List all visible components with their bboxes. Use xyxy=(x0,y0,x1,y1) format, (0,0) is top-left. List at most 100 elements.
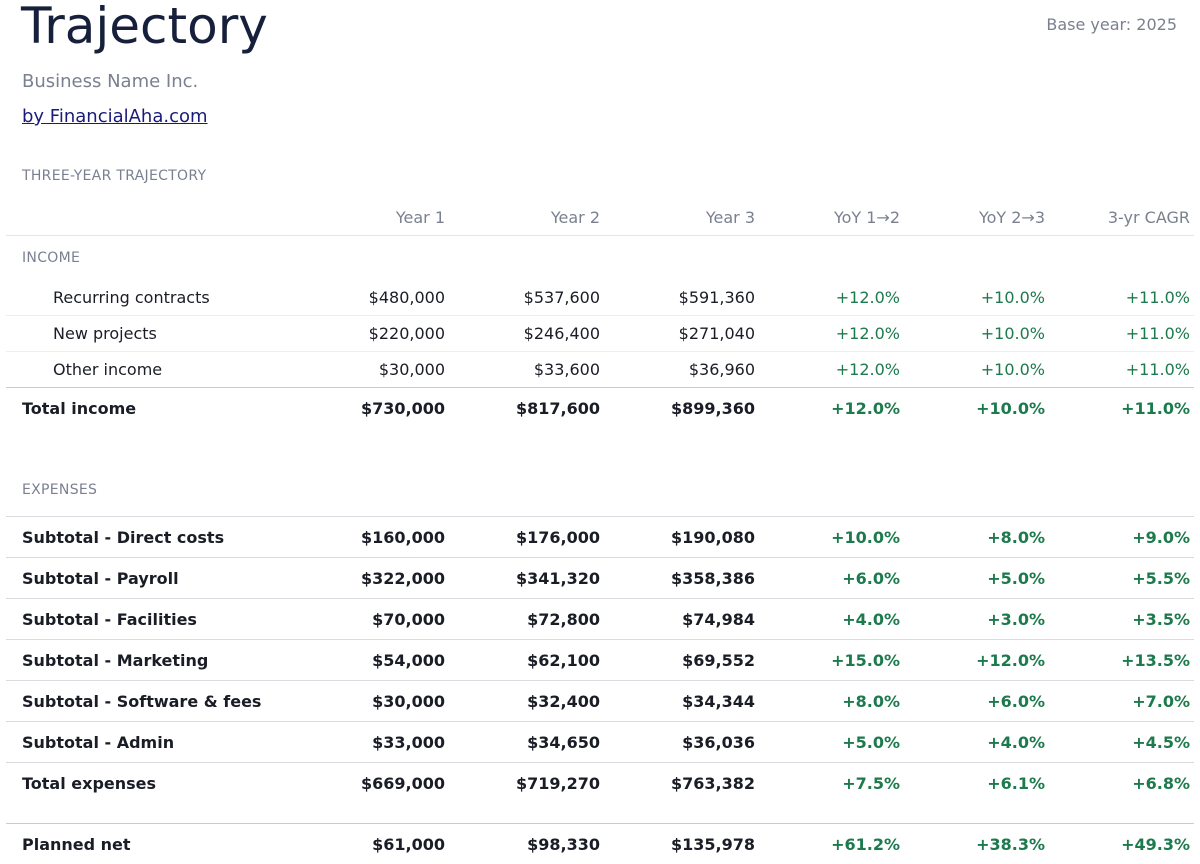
row-label: Subtotal - Software & fees xyxy=(6,681,292,722)
cell-year2: $341,320 xyxy=(449,558,604,599)
cell-year2: $537,600 xyxy=(449,280,604,316)
group-label-expenses: EXPENSES xyxy=(6,452,1194,517)
cell-cagr: +11.0% xyxy=(1049,316,1194,352)
table-row: Other income $30,000 $33,600 $36,960 +12… xyxy=(6,352,1194,388)
cell-year2: $32,400 xyxy=(449,681,604,722)
table-row: Subtotal - Payroll $322,000 $341,320 $35… xyxy=(6,558,1194,599)
row-label: Total expenses xyxy=(6,763,292,804)
cell-year1: $322,000 xyxy=(292,558,449,599)
cell-year3: $271,040 xyxy=(604,316,759,352)
cell-year3: $74,984 xyxy=(604,599,759,640)
column-header-year3: Year 3 xyxy=(604,199,759,236)
cell-yoy23: +4.0% xyxy=(904,722,1049,763)
row-label: Subtotal - Marketing xyxy=(6,640,292,681)
cell-year3: $358,386 xyxy=(604,558,759,599)
cell-year3: $69,552 xyxy=(604,640,759,681)
cell-year2: $33,600 xyxy=(449,352,604,388)
cell-cagr: +11.0% xyxy=(1049,352,1194,388)
cell-year1: $70,000 xyxy=(292,599,449,640)
cell-cagr: +11.0% xyxy=(1049,280,1194,316)
header-row: Year 1 Year 2 Year 3 YoY 1→2 YoY 2→3 3-y… xyxy=(6,199,1194,236)
cell-yoy23: +10.0% xyxy=(904,388,1049,429)
cell-cagr: +4.5% xyxy=(1049,722,1194,763)
row-label: Total income xyxy=(6,388,292,429)
cell-yoy12: +15.0% xyxy=(759,640,904,681)
row-label: Subtotal - Direct costs xyxy=(6,517,292,558)
cell-yoy23: +3.0% xyxy=(904,599,1049,640)
base-year-label: Base year: 2025 xyxy=(1046,15,1177,35)
cell-yoy12: +61.2% xyxy=(759,824,904,864)
row-label: Other income xyxy=(6,352,292,388)
spacer-row xyxy=(6,803,1194,824)
cell-year1: $160,000 xyxy=(292,517,449,558)
cell-yoy23: +8.0% xyxy=(904,517,1049,558)
cell-yoy23: +38.3% xyxy=(904,824,1049,864)
planned-net-row: Planned net $61,000 $98,330 $135,978 +61… xyxy=(6,824,1194,864)
cell-cagr: +6.8% xyxy=(1049,763,1194,804)
cell-cagr: +49.3% xyxy=(1049,824,1194,864)
cell-yoy12: +12.0% xyxy=(759,388,904,429)
cell-year2: $817,600 xyxy=(449,388,604,429)
cell-year2: $719,270 xyxy=(449,763,604,804)
cell-yoy12: +12.0% xyxy=(759,352,904,388)
cell-yoy12: +4.0% xyxy=(759,599,904,640)
column-header-year2: Year 2 xyxy=(449,199,604,236)
cell-yoy23: +12.0% xyxy=(904,640,1049,681)
column-header-label xyxy=(6,199,292,236)
cell-year3: $763,382 xyxy=(604,763,759,804)
column-header-year1: Year 1 xyxy=(292,199,449,236)
cell-year1: $33,000 xyxy=(292,722,449,763)
section-caption: THREE-YEAR TRAJECTORY xyxy=(22,167,206,185)
cell-yoy23: +10.0% xyxy=(904,352,1049,388)
cell-yoy23: +5.0% xyxy=(904,558,1049,599)
spacer-row xyxy=(6,428,1194,452)
cell-yoy12: +6.0% xyxy=(759,558,904,599)
cell-year2: $72,800 xyxy=(449,599,604,640)
total-expenses-row: Total expenses $669,000 $719,270 $763,38… xyxy=(6,763,1194,804)
cell-cagr: +9.0% xyxy=(1049,517,1194,558)
cell-year1: $30,000 xyxy=(292,681,449,722)
business-name: Business Name Inc. xyxy=(22,71,198,93)
table-row: Subtotal - Direct costs $160,000 $176,00… xyxy=(6,517,1194,558)
table-row: New projects $220,000 $246,400 $271,040 … xyxy=(6,316,1194,352)
cell-cagr: +7.0% xyxy=(1049,681,1194,722)
page-title: Trajectory xyxy=(21,0,268,54)
cell-year3: $899,360 xyxy=(604,388,759,429)
cell-yoy23: +10.0% xyxy=(904,280,1049,316)
cell-year3: $36,036 xyxy=(604,722,759,763)
cell-yoy23: +10.0% xyxy=(904,316,1049,352)
row-label: Planned net xyxy=(6,824,292,864)
cell-yoy12: +12.0% xyxy=(759,316,904,352)
cell-yoy12: +8.0% xyxy=(759,681,904,722)
group-label-income: INCOME xyxy=(6,236,1194,281)
cell-cagr: +5.5% xyxy=(1049,558,1194,599)
column-header-cagr: 3-yr CAGR xyxy=(1049,199,1194,236)
cell-yoy23: +6.0% xyxy=(904,681,1049,722)
table-row: Recurring contracts $480,000 $537,600 $5… xyxy=(6,280,1194,316)
cell-yoy12: +10.0% xyxy=(759,517,904,558)
table-row: Subtotal - Software & fees $30,000 $32,4… xyxy=(6,681,1194,722)
cell-year1: $61,000 xyxy=(292,824,449,864)
financialaha-link[interactable]: by FinancialAha.com xyxy=(22,106,208,128)
row-label: Subtotal - Payroll xyxy=(6,558,292,599)
cell-year3: $135,978 xyxy=(604,824,759,864)
cell-year2: $34,650 xyxy=(449,722,604,763)
trajectory-table: Year 1 Year 2 Year 3 YoY 1→2 YoY 2→3 3-y… xyxy=(6,199,1194,864)
total-income-row: Total income $730,000 $817,600 $899,360 … xyxy=(6,388,1194,429)
cell-year1: $220,000 xyxy=(292,316,449,352)
cell-year1: $30,000 xyxy=(292,352,449,388)
row-label: Subtotal - Admin xyxy=(6,722,292,763)
table-row: Subtotal - Admin $33,000 $34,650 $36,036… xyxy=(6,722,1194,763)
column-header-yoy23: YoY 2→3 xyxy=(904,199,1049,236)
cell-year1: $669,000 xyxy=(292,763,449,804)
cell-year3: $34,344 xyxy=(604,681,759,722)
cell-yoy12: +7.5% xyxy=(759,763,904,804)
cell-yoy23: +6.1% xyxy=(904,763,1049,804)
row-label: New projects xyxy=(6,316,292,352)
cell-year1: $54,000 xyxy=(292,640,449,681)
cell-year2: $98,330 xyxy=(449,824,604,864)
cell-year2: $176,000 xyxy=(449,517,604,558)
cell-cagr: +11.0% xyxy=(1049,388,1194,429)
cell-cagr: +3.5% xyxy=(1049,599,1194,640)
cell-year2: $62,100 xyxy=(449,640,604,681)
